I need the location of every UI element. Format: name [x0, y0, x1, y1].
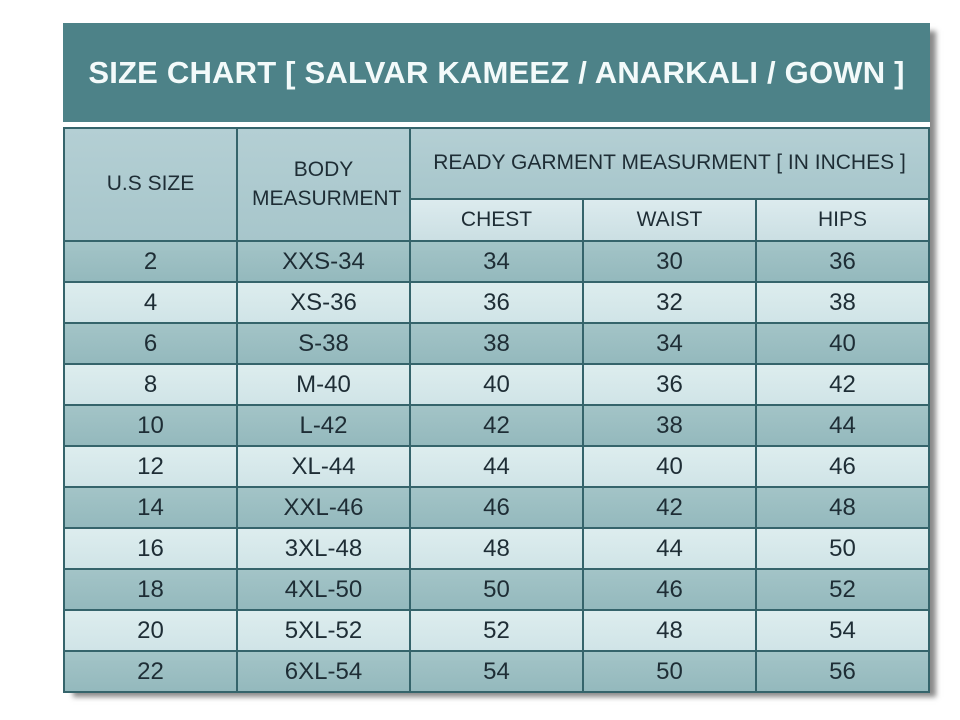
- table-cell: 5XL-52: [236, 609, 411, 652]
- table-row: 12 XL-44 44 40 46: [63, 445, 930, 488]
- table-cell: XS-36: [236, 281, 411, 324]
- table-row: 16 3XL-48 48 44 50: [63, 527, 930, 570]
- table-row: 18 4XL-50 50 46 52: [63, 568, 930, 611]
- table-row: 4 XS-36 36 32 38: [63, 281, 930, 324]
- table-cell: 36: [582, 363, 757, 406]
- table-cell: 3XL-48: [236, 527, 411, 570]
- table-cell: XXS-34: [236, 240, 411, 283]
- table-cell: 12: [63, 445, 238, 488]
- col-header-hips: HIPS: [755, 198, 930, 242]
- title-table-divider: [63, 122, 930, 127]
- col-header-chest: CHEST: [409, 198, 584, 242]
- table-cell: 34: [582, 322, 757, 365]
- table-cell: 30: [582, 240, 757, 283]
- table-cell: 56: [755, 650, 930, 693]
- table-cell: 4XL-50: [236, 568, 411, 611]
- table-cell: 20: [63, 609, 238, 652]
- table-cell: 52: [755, 568, 930, 611]
- table-cell: L-42: [236, 404, 411, 447]
- table-cell: 42: [409, 404, 584, 447]
- header-row-top: U.S SIZE BODY MEASURMENT READY GARMENT M…: [63, 127, 930, 242]
- table-cell: 54: [409, 650, 584, 693]
- table-row: 14 XXL-46 46 42 48: [63, 486, 930, 529]
- col-header-us-size: U.S SIZE: [63, 127, 238, 242]
- table-cell: 44: [582, 527, 757, 570]
- table-cell: M-40: [236, 363, 411, 406]
- table-cell: S-38: [236, 322, 411, 365]
- size-chart-panel: SIZE CHART [ SALVAR KAMEEZ / ANARKALI / …: [63, 23, 930, 693]
- table-cell: 4: [63, 281, 238, 324]
- header-row-sub: CHEST WAIST HIPS: [64, 198, 930, 242]
- table-cell: 6: [63, 322, 238, 365]
- table-cell: 6XL-54: [236, 650, 411, 693]
- table-cell: 42: [582, 486, 757, 529]
- col-header-ready-garment-group: READY GARMENT MEASURMENT [ IN INCHES ]: [409, 127, 930, 200]
- size-table: U.S SIZE BODY MEASURMENT READY GARMENT M…: [63, 127, 930, 693]
- table-cell: 10: [63, 404, 238, 447]
- table-cell: 2: [63, 240, 238, 283]
- table-cell: 52: [409, 609, 584, 652]
- table-cell: 44: [755, 404, 930, 447]
- table-cell: XXL-46: [236, 486, 411, 529]
- table-row: 22 6XL-54 54 50 56: [63, 650, 930, 693]
- table-cell: 46: [755, 445, 930, 488]
- table-row: 10 L-42 42 38 44: [63, 404, 930, 447]
- table-cell: XL-44: [236, 445, 411, 488]
- table-cell: 40: [409, 363, 584, 406]
- chart-title-bar: SIZE CHART [ SALVAR KAMEEZ / ANARKALI / …: [63, 23, 930, 122]
- table-cell: 36: [409, 281, 584, 324]
- size-table-body: 2 XXS-34 34 30 36 4 XS-36 36 32 38 6 S-38 38 34 40 8 M-4…: [63, 240, 930, 693]
- table-cell: 38: [582, 404, 757, 447]
- table-cell: 14: [63, 486, 238, 529]
- table-cell: 48: [409, 527, 584, 570]
- table-cell: 44: [409, 445, 584, 488]
- table-cell: 46: [409, 486, 584, 529]
- table-cell: 48: [755, 486, 930, 529]
- table-cell: 38: [409, 322, 584, 365]
- table-cell: 38: [755, 281, 930, 324]
- table-cell: 18: [63, 568, 238, 611]
- table-cell: 50: [582, 650, 757, 693]
- table-cell: 8: [63, 363, 238, 406]
- col-header-waist: WAIST: [582, 198, 757, 242]
- table-cell: 50: [409, 568, 584, 611]
- table-cell: 54: [755, 609, 930, 652]
- table-cell: 40: [582, 445, 757, 488]
- table-cell: 32: [582, 281, 757, 324]
- table-cell: 48: [582, 609, 757, 652]
- table-cell: 46: [582, 568, 757, 611]
- table-row: 20 5XL-52 52 48 54: [63, 609, 930, 652]
- table-cell: 50: [755, 527, 930, 570]
- table-cell: 36: [755, 240, 930, 283]
- chart-title: SIZE CHART [ SALVAR KAMEEZ / ANARKALI / …: [88, 54, 905, 90]
- table-cell: 40: [755, 322, 930, 365]
- col-header-body-measurment: BODY MEASURMENT: [236, 127, 411, 242]
- table-cell: 16: [63, 527, 238, 570]
- table-row: 2 XXS-34 34 30 36: [63, 240, 930, 283]
- table-cell: 42: [755, 363, 930, 406]
- table-row: 8 M-40 40 36 42: [63, 363, 930, 406]
- table-cell: 34: [409, 240, 584, 283]
- table-cell: 22: [63, 650, 238, 693]
- table-row: 6 S-38 38 34 40: [63, 322, 930, 365]
- size-table-header: U.S SIZE BODY MEASURMENT READY GARMENT M…: [63, 127, 930, 242]
